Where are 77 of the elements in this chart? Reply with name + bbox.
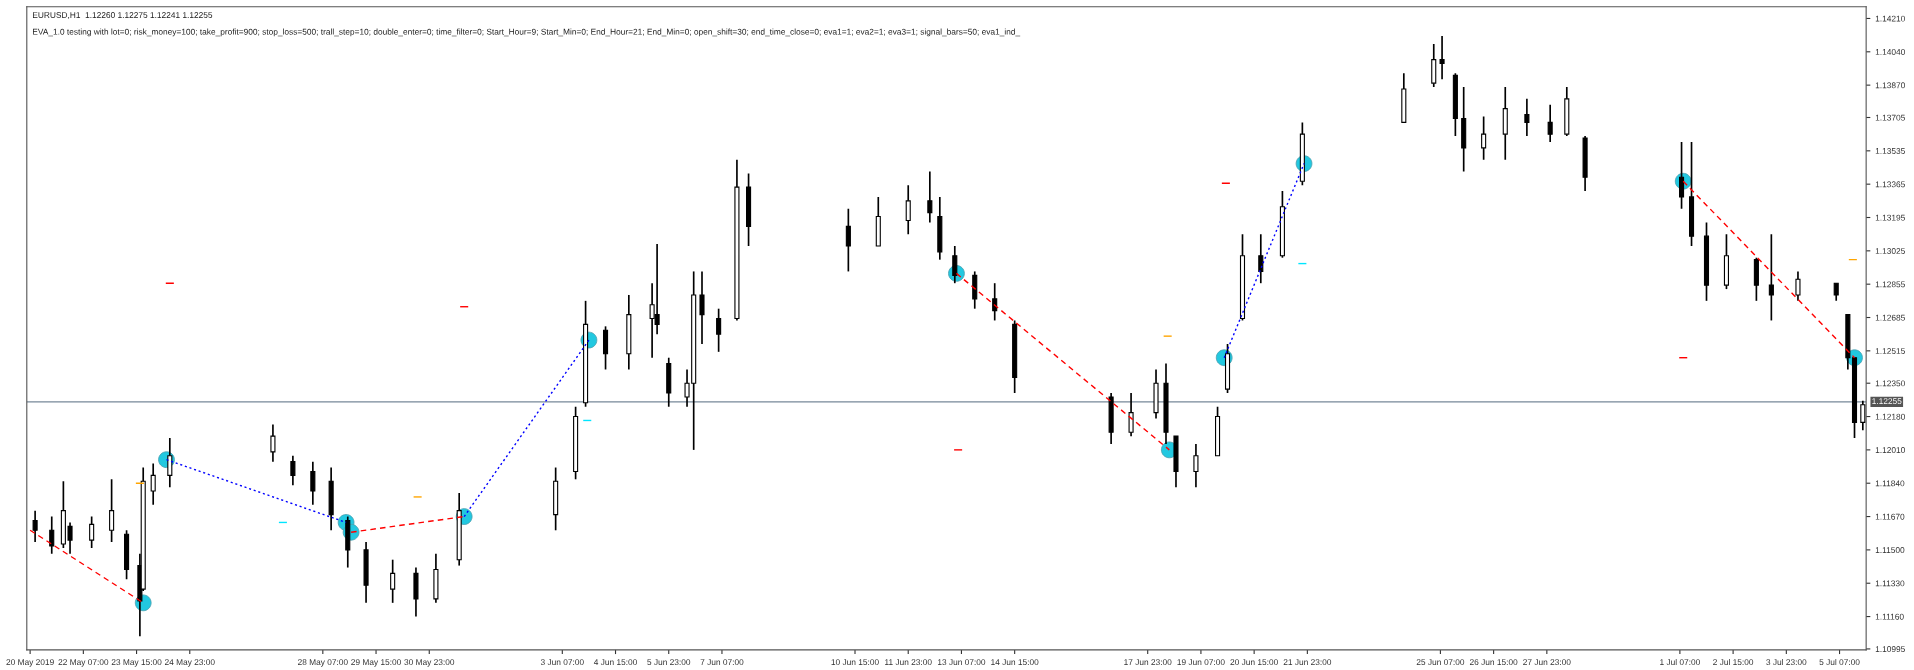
y-tick-label: 1.12515 (1875, 348, 1905, 354)
candlestick (1439, 35, 1445, 81)
y-tick-label: 1.13195 (1875, 214, 1905, 221)
x-tick-label: 20 Jun 15:00 (1230, 659, 1278, 666)
x-tick-label: 14 Jun 15:00 (991, 659, 1039, 666)
candlestick (1768, 233, 1774, 322)
candlestick (905, 184, 911, 236)
x-tick-label: 27 Jun 23:00 (1523, 659, 1571, 666)
x-tick-label: 26 Jun 15:00 (1469, 659, 1518, 666)
x-tick-label: 21 Jun 23:00 (1283, 659, 1332, 666)
x-tick-label: 13 Jun 07:00 (937, 659, 986, 666)
y-tick-label: 1.14210 (1875, 15, 1905, 22)
x-tick-label: 4 Jun 15:00 (593, 659, 637, 666)
x-tick-label: 3 Jun 07:00 (540, 659, 584, 666)
candlestick (972, 270, 978, 310)
candlestick (1481, 115, 1487, 161)
candlestick (89, 515, 95, 549)
x-tick-label: 1 Jul 07:00 (1660, 658, 1700, 666)
x-tick-label: 10 Jun 15:00 (831, 659, 879, 666)
y-tick-label: 1.13535 (1875, 148, 1905, 154)
candlestick (1193, 443, 1199, 488)
x-tick-label: 23 May 15:00 (111, 659, 162, 667)
y-tick-label: 1.12350 (1875, 380, 1905, 387)
y-tick-label: 1.12180 (1875, 413, 1905, 420)
y-tick-label: 1.11160 (1875, 613, 1904, 620)
y-tick-label: 1.11840 (1875, 480, 1905, 487)
y-tick-label: 1.14040 (1875, 49, 1905, 55)
y-tick-label: 1.11330 (1875, 580, 1905, 587)
candlestick (310, 460, 316, 506)
candlestick (150, 462, 156, 506)
y-tick-label: 1.12685 (1875, 314, 1905, 321)
candlestick (290, 454, 296, 487)
x-tick-label: 3 Jul 23:00 (1766, 658, 1807, 666)
candlestick (109, 478, 115, 543)
candlestick (845, 207, 851, 273)
y-tick-label: 1.12010 (1875, 447, 1905, 453)
candlestick (32, 509, 38, 543)
candlestick (1258, 233, 1264, 285)
candlestick (716, 307, 722, 353)
candlestick (602, 325, 609, 371)
candlestick (1431, 43, 1437, 88)
candlestick (1524, 98, 1530, 137)
candlestick (1547, 103, 1553, 143)
x-tick-label: 19 Jun 07:00 (1177, 659, 1225, 666)
text: EURUSD,H1 1.12260 1.12275 1.12241 1.12255 (33, 12, 213, 19)
candlestick (699, 270, 705, 345)
y-tick-label: 1.12855 (1875, 281, 1905, 288)
y-tick-label: 1.13870 (1875, 82, 1905, 89)
x-tick-label: 11 Jun 23:00 (885, 659, 932, 666)
x-tick-label: 20 May 2019 (6, 659, 54, 667)
x-tick-label: 2 Jul 15:00 (1713, 658, 1754, 666)
y-tick-label: 1.13705 (1875, 114, 1905, 121)
y-tick-label: 1.13025 (1875, 248, 1905, 254)
x-tick-label: 7 Jun 07:00 (700, 659, 744, 666)
text: EVA_1.0 testing with lot=0; risk_money=100; take_profit=900; stop_loss=500; trall_step=10; double_enter=0; time_filter=0; Start_Hour=9; Start_Min=0; End_Hour=21; End_Min=0; open_shift=30; end_time_close=0; eva1=1; eva2=1; eva3=1; signal_bars=50; eva1_ind_ (33, 28, 1021, 37)
y-tick-label: 1.11670 (1875, 513, 1905, 520)
x-tick-label: 22 May 07:00 (58, 659, 109, 667)
y-tick-label: 1.10995 (1875, 646, 1905, 653)
x-tick-label: 28 May 07:00 (298, 659, 348, 667)
candlestick (167, 437, 173, 488)
candlestick (270, 423, 276, 463)
candlestick (927, 170, 933, 224)
x-tick-label: 24 May 23:00 (164, 659, 215, 667)
candlestick (992, 282, 998, 322)
candlestick (1128, 392, 1134, 437)
x-tick-label: 5 Jun 23:00 (647, 659, 691, 666)
x-tick-label: 17 Jun 23:00 (1124, 659, 1172, 666)
x-tick-label: 30 May 23:00 (404, 659, 455, 667)
y-tick-label: 1.13365 (1875, 181, 1905, 188)
x-tick-label: 5 Jul 07:00 (1819, 658, 1860, 666)
ref-line-label: 1.12255 (1872, 398, 1902, 405)
candlestick (49, 515, 55, 555)
candlestick (1795, 270, 1801, 302)
y-tick-label: 1.11500 (1875, 547, 1905, 553)
x-tick-label: 25 Jun 07:00 (1416, 659, 1465, 666)
candlestick (390, 558, 396, 604)
x-tick-label: 29 May 15:00 (351, 659, 401, 667)
